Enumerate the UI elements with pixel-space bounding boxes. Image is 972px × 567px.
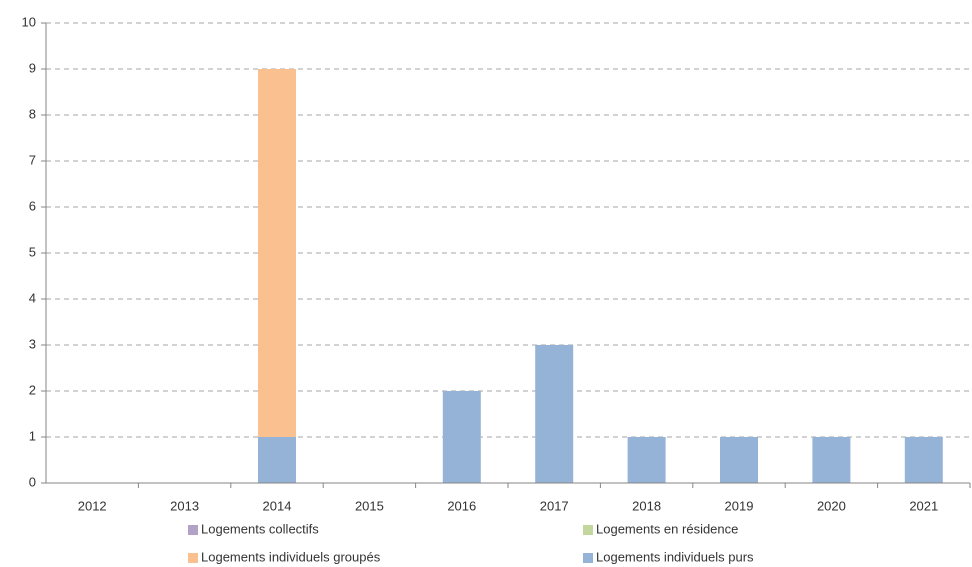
bar-segment <box>535 345 574 483</box>
bar-segment <box>442 391 481 483</box>
legend-label: Logements collectifs <box>201 521 319 536</box>
x-tick-label: 2017 <box>540 498 569 513</box>
x-tick-label: 2019 <box>725 498 754 513</box>
y-tick-label: 3 <box>29 336 36 351</box>
legend-swatch <box>188 553 198 563</box>
x-tick-label: 2020 <box>817 498 846 513</box>
y-tick-label: 10 <box>22 14 36 29</box>
legend-label: Logements en résidence <box>596 521 738 536</box>
legend-label: Logements individuels groupés <box>201 549 381 564</box>
y-tick-label: 8 <box>29 106 36 121</box>
y-tick-label: 6 <box>29 198 36 213</box>
legend-swatch <box>583 553 593 563</box>
bar-segment <box>258 437 296 483</box>
y-tick-label: 5 <box>29 244 36 259</box>
y-tick-label: 0 <box>29 474 36 489</box>
bar-segment <box>627 437 666 483</box>
y-tick-label: 7 <box>29 152 36 167</box>
x-tick-label: 2013 <box>170 498 199 513</box>
bar-segment <box>720 437 758 483</box>
bar-segment <box>258 69 296 437</box>
x-tick-label: 2014 <box>263 498 292 513</box>
y-tick-label: 9 <box>29 60 36 75</box>
x-tick-label: 2015 <box>355 498 384 513</box>
legend-label: Logements individuels purs <box>596 549 754 564</box>
y-tick-label: 2 <box>29 382 36 397</box>
x-tick-label: 2016 <box>447 498 476 513</box>
x-tick-label: 2012 <box>78 498 107 513</box>
x-tick-label: 2021 <box>909 498 938 513</box>
y-tick-label: 4 <box>29 290 36 305</box>
legend-swatch <box>188 525 198 535</box>
x-tick-label: 2018 <box>632 498 661 513</box>
bar-segment <box>904 437 943 483</box>
bar-segment <box>812 437 851 483</box>
legend-swatch <box>583 525 593 535</box>
y-tick-label: 1 <box>29 428 36 443</box>
